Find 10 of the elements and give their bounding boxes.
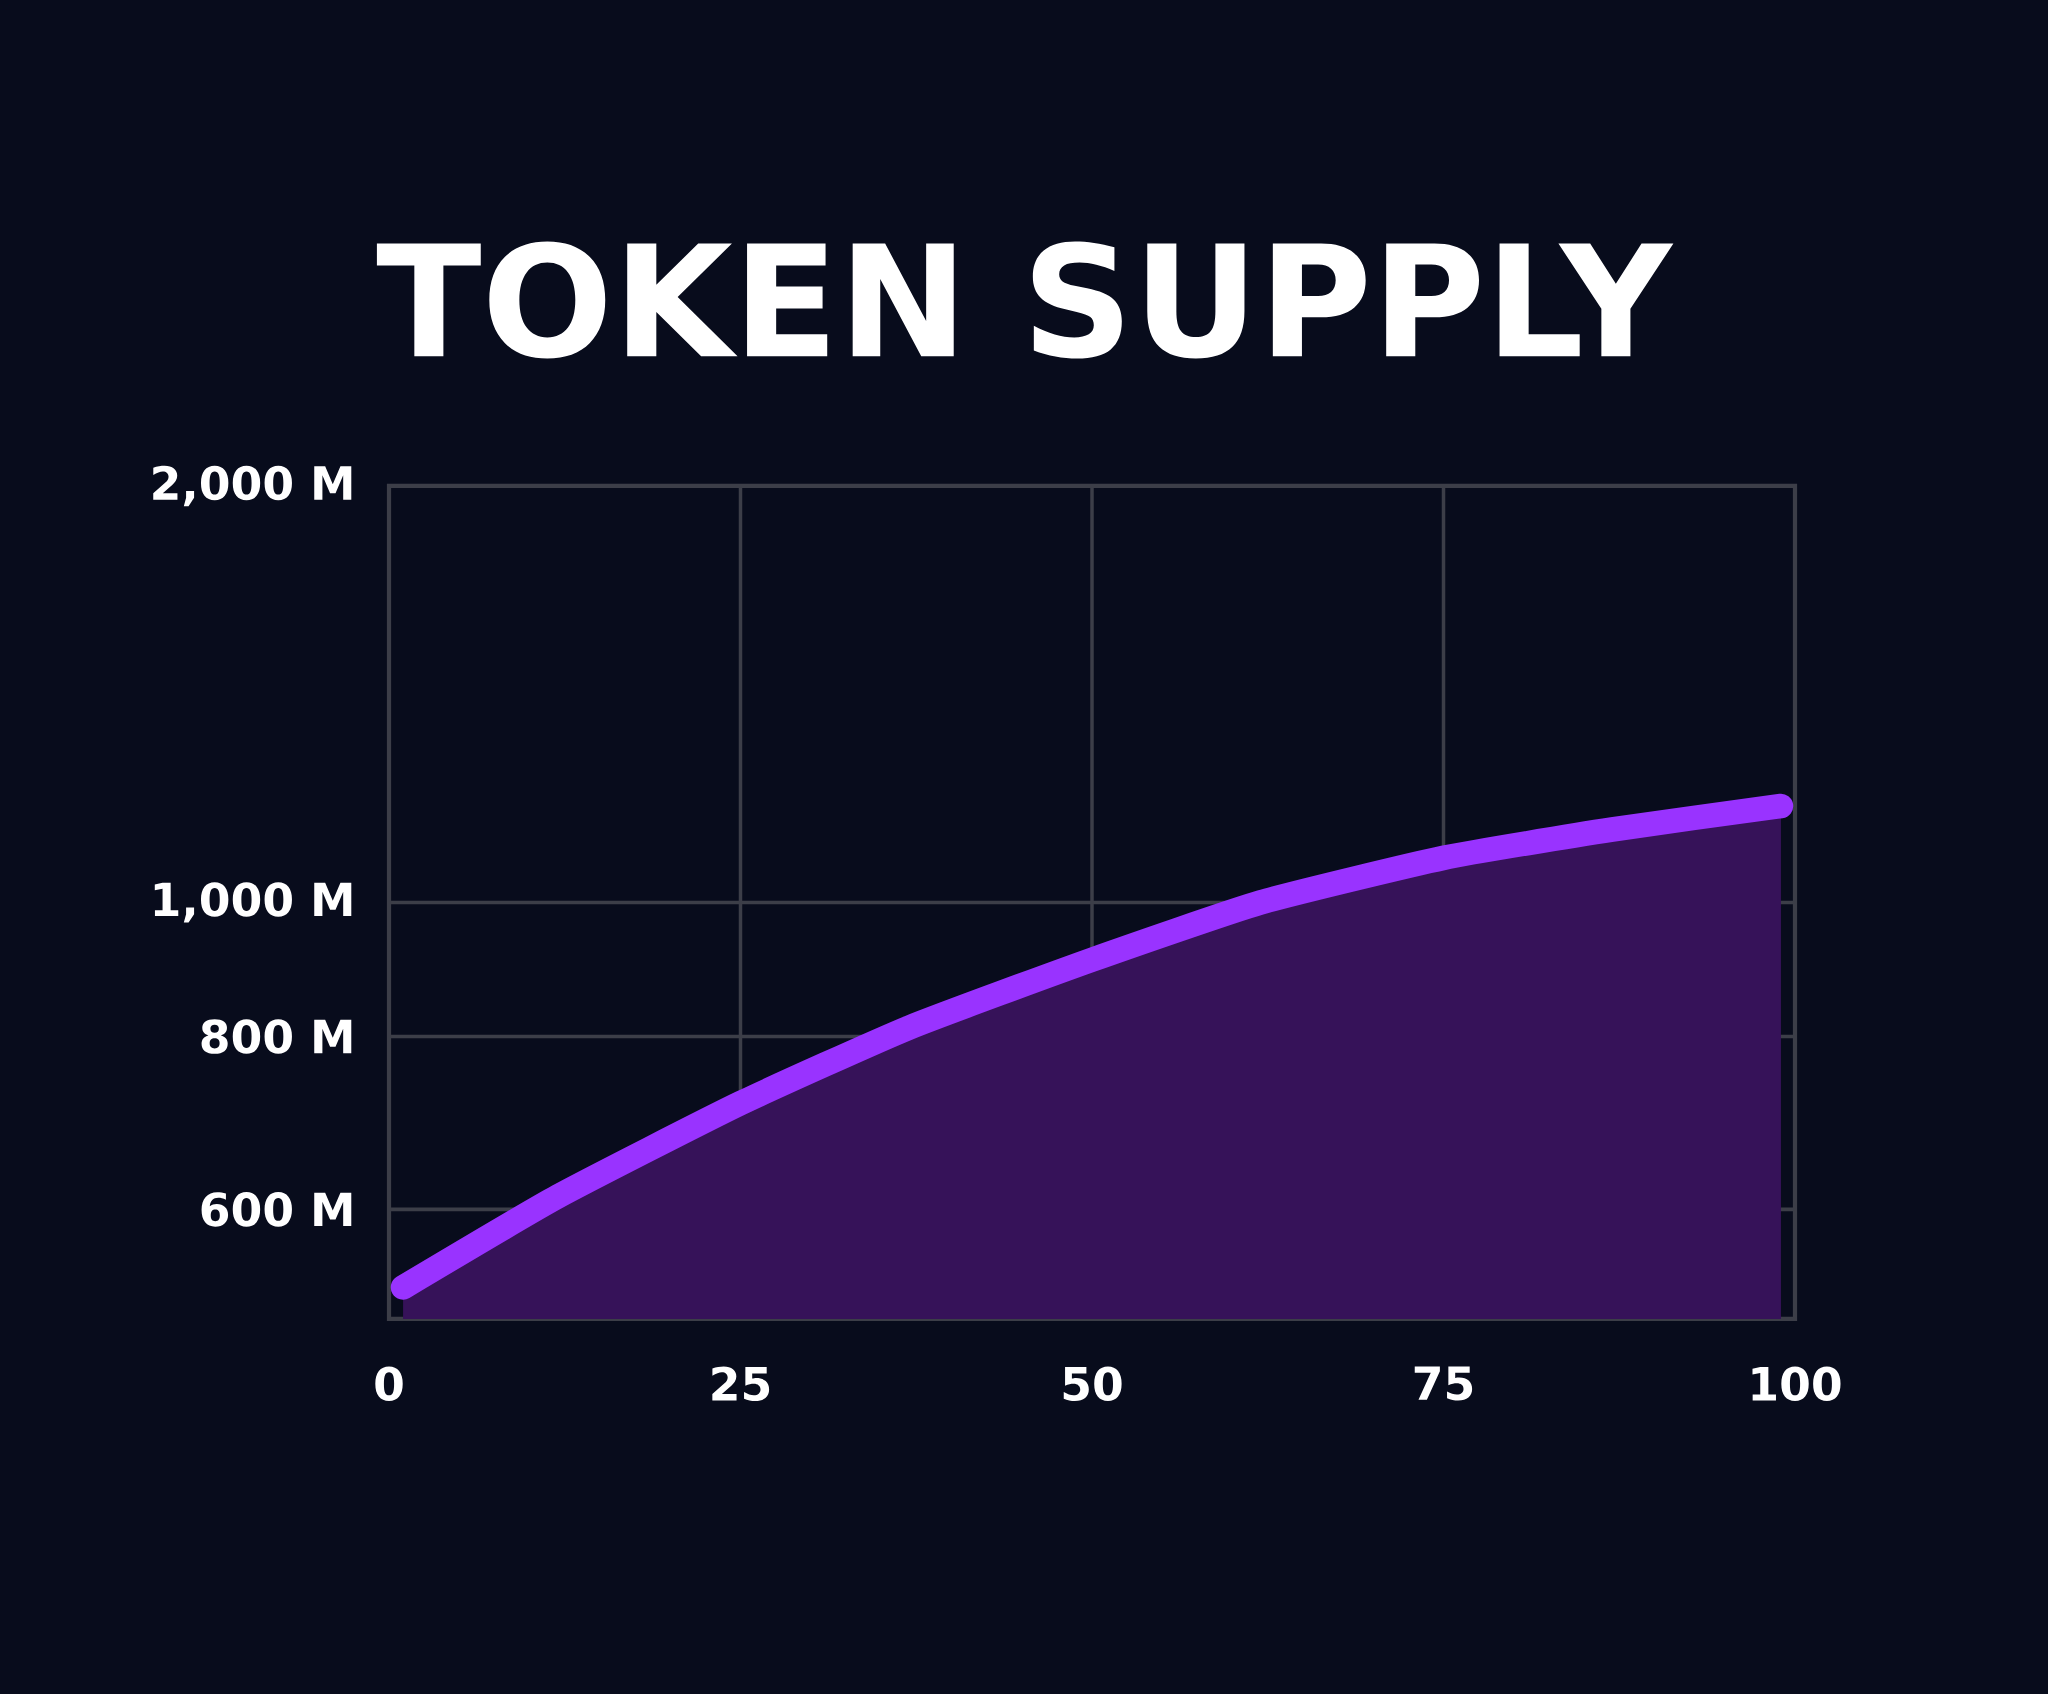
x-tick-label: 75 <box>1414 1366 1473 1401</box>
y-tick-label: 600 M <box>201 1192 352 1227</box>
x-tick-label: 50 <box>1063 1366 1122 1402</box>
y-tick-label: 1,000 M <box>154 882 352 923</box>
x-tick-label: 25 <box>712 1366 770 1402</box>
x-tick-label: 100 <box>1752 1366 1841 1402</box>
y-tick-label: 800 M <box>201 1019 352 1054</box>
y-tick-label: 2,000 M <box>153 465 352 507</box>
chart-title: TOKEN SUPPLY <box>376 241 1674 359</box>
x-tick-label: 0 <box>375 1366 403 1402</box>
